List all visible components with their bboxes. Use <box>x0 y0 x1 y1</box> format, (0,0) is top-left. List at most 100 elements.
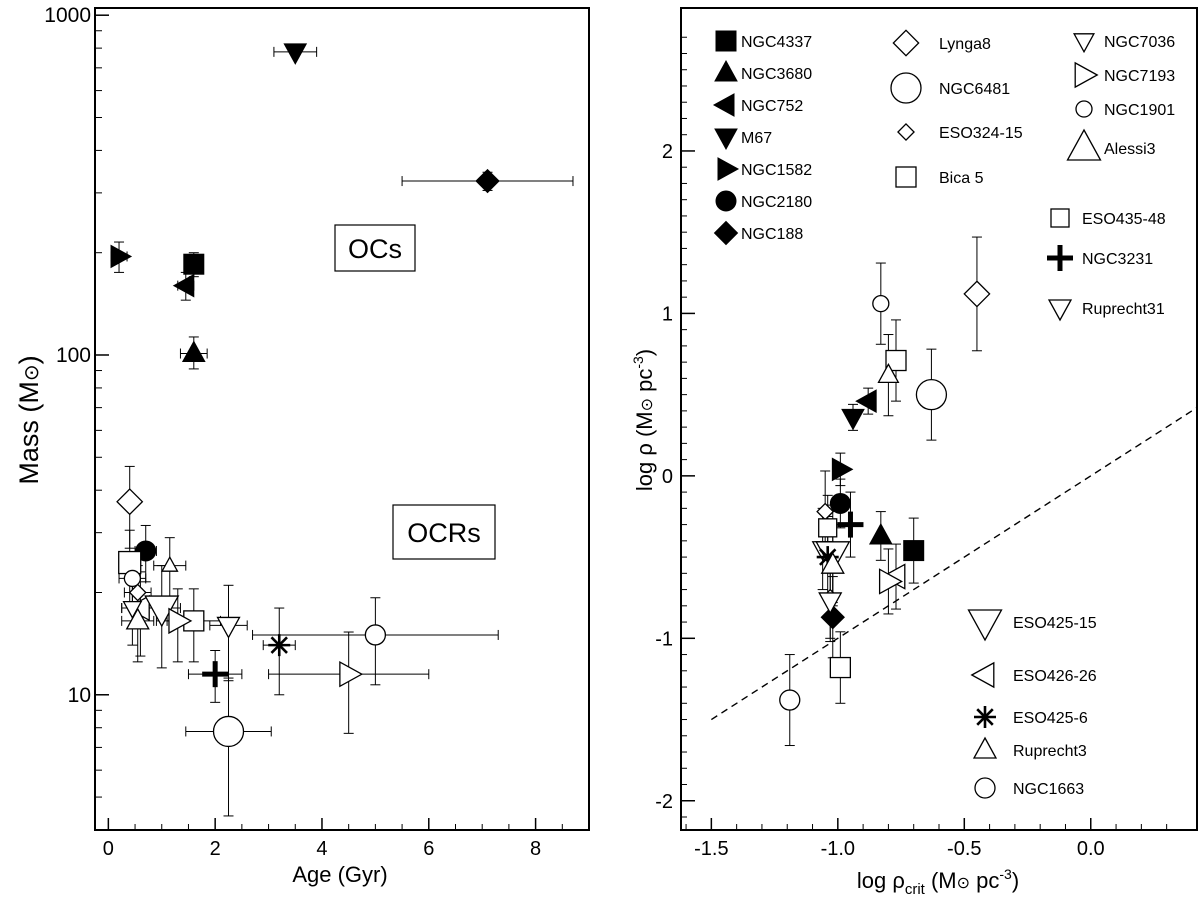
critical-density-reference-line <box>710 407 1198 721</box>
legend-marker-eso324-15 <box>897 123 915 141</box>
right-point-lynga8 <box>963 280 991 308</box>
left-point-ruprecht31 <box>216 616 241 639</box>
left-point-ruprecht3 <box>125 607 150 630</box>
right-error-bars <box>784 236 982 747</box>
left-annotations: OCs OCRs <box>334 224 496 560</box>
right-y-tick-label: -2 <box>655 791 673 813</box>
legend-entry-ngc752: NGC752 <box>712 93 803 117</box>
left-point-eso425-6 <box>268 634 291 657</box>
legend-marker-bica-5 <box>895 166 917 188</box>
legend-marker-alessi3 <box>1066 128 1102 161</box>
right-point-ngc7193 <box>878 568 903 595</box>
right-point-ngc6481 <box>915 378 948 411</box>
left-markers <box>110 43 500 748</box>
right-point-ruprecht3 <box>820 551 845 574</box>
left-point-ngc752 <box>172 273 195 298</box>
legend-entry-m67: M67 <box>714 128 772 151</box>
left-point-lynga8 <box>116 488 144 516</box>
right-x-tick-label: -1.5 <box>694 838 728 860</box>
left-panel: 0 2 4 6 8 10 100 1000 OCs OCRs Age (Gyr) Mass (… <box>14 4 590 887</box>
legend-marker-m67 <box>714 128 738 151</box>
legend-label-ngc1663: NGC1663 <box>1013 781 1084 798</box>
right-point-eso435-48 <box>818 518 838 538</box>
legend-marker-eso426-26 <box>970 661 995 689</box>
legend-entry-eso426-26: ESO426-26 <box>970 661 1097 689</box>
legend-marker-eso425-6 <box>974 706 996 728</box>
left-x-tick-label: 4 <box>316 838 327 860</box>
legend-marker-ruprecht31 <box>1047 299 1073 322</box>
legend-label-eso435-48: ESO435-48 <box>1082 211 1166 228</box>
right-point-ngc2180 <box>829 492 851 514</box>
left-y-tick-label: 10 <box>68 684 91 707</box>
right-y-tick-label: -1 <box>655 628 673 650</box>
left-point-ngc1582 <box>110 244 133 269</box>
left-x-axis-label: Age (Gyr) <box>292 862 387 887</box>
right-x-tick-label: 0.0 <box>1077 838 1105 860</box>
right-point-bica-5 <box>885 349 907 372</box>
legend-entry-ngc6481: NGC6481 <box>890 72 1010 104</box>
right-y-axis-label: log ρ (M⊙ pc-3) <box>630 349 657 491</box>
legend-label-alessi3: Alessi3 <box>1104 141 1156 158</box>
legend-entry-lynga8: Lynga8 <box>892 29 991 57</box>
right-legend: NGC4337 NGC3680 NGC752 M67 NGC1582 NGC2180 NGC… <box>712 29 1175 799</box>
left-point-alessi3 <box>160 555 179 572</box>
left-point-eso324-15 <box>128 583 147 602</box>
legend-label-ngc7036: NGC7036 <box>1104 34 1175 51</box>
legend-label-ngc3231: NGC3231 <box>1082 251 1153 268</box>
legend-marker-ngc1663 <box>974 777 996 799</box>
right-point-ruprecht31 <box>818 592 843 615</box>
legend-marker-eso435-48 <box>1050 208 1070 228</box>
left-point-ngc3680 <box>181 340 206 363</box>
right-point-bica-5b <box>829 656 852 679</box>
right-point-ngc752 <box>855 389 877 413</box>
left-x-tick-label: 2 <box>210 838 221 860</box>
right-point-ngc4337 <box>903 540 925 562</box>
left-point-ngc188 <box>475 168 500 194</box>
legend-label-ngc2180: NGC2180 <box>741 194 812 211</box>
legend-label-ngc1582: NGC1582 <box>741 162 812 179</box>
legend-marker-ngc3680 <box>714 59 738 82</box>
right-point-ngc3231 <box>837 511 864 538</box>
right-point-m67 <box>841 408 865 431</box>
legend-entry-ngc7036: NGC7036 <box>1073 33 1175 54</box>
left-point-ngc1663 <box>364 624 387 646</box>
left-point-ngc4337 <box>183 253 205 275</box>
legend-entry-ngc4337: NGC4337 <box>715 30 812 52</box>
legend-label-m67: M67 <box>741 130 772 147</box>
legend-label-ruprecht31: Ruprecht31 <box>1082 301 1165 318</box>
legend-marker-ngc1582 <box>717 157 740 181</box>
legend-marker-eso425-15 <box>967 609 1003 642</box>
legend-label-ngc4337: NGC4337 <box>741 34 812 51</box>
right-y-tick-label: 1 <box>662 303 673 325</box>
right-point-ngc3680 <box>868 522 893 545</box>
legend-entry-eso324-15: ESO324-15 <box>897 123 1023 142</box>
legend-label-ngc752: NGC752 <box>741 98 803 115</box>
right-markers <box>779 280 991 711</box>
left-point-ngc7193 <box>168 607 193 635</box>
right-point-ngc188 <box>820 604 845 630</box>
right-x-axis-label: log ρcrit (M⊙ pc-3) <box>857 866 1019 898</box>
legend-marker-ngc752 <box>712 93 735 117</box>
legend-marker-ruprecht3 <box>972 736 998 759</box>
legend-marker-ngc7193 <box>1074 61 1099 89</box>
legend-label-eso425-15: ESO425-15 <box>1013 615 1097 632</box>
left-error-bars <box>110 46 574 817</box>
left-x-tick-label: 0 <box>103 838 114 860</box>
ocrs-label: OCRs <box>407 518 481 548</box>
ocs-box <box>334 224 416 272</box>
left-point-ngc1901 <box>123 569 142 588</box>
right-y-tick-label: 0 <box>662 466 673 488</box>
legend-marker-ngc188 <box>713 220 739 246</box>
legend-marker-ngc1901 <box>1075 100 1093 118</box>
left-point-m67 <box>283 43 308 65</box>
legend-marker-ngc3231 <box>1047 245 1073 271</box>
legend-entry-ngc3231: NGC3231 <box>1047 245 1153 271</box>
legend-entry-ngc1582: NGC1582 <box>717 157 812 181</box>
legend-label-bica-5: Bica 5 <box>939 170 984 187</box>
legend-label-ngc7193: NGC7193 <box>1104 68 1175 85</box>
legend-label-ngc188: NGC188 <box>741 226 803 243</box>
left-y-tick-label: 1000 <box>44 4 91 27</box>
legend-entry-ngc7193: NGC7193 <box>1074 61 1175 89</box>
legend-entry-ruprecht3: Ruprecht3 <box>972 736 1087 760</box>
